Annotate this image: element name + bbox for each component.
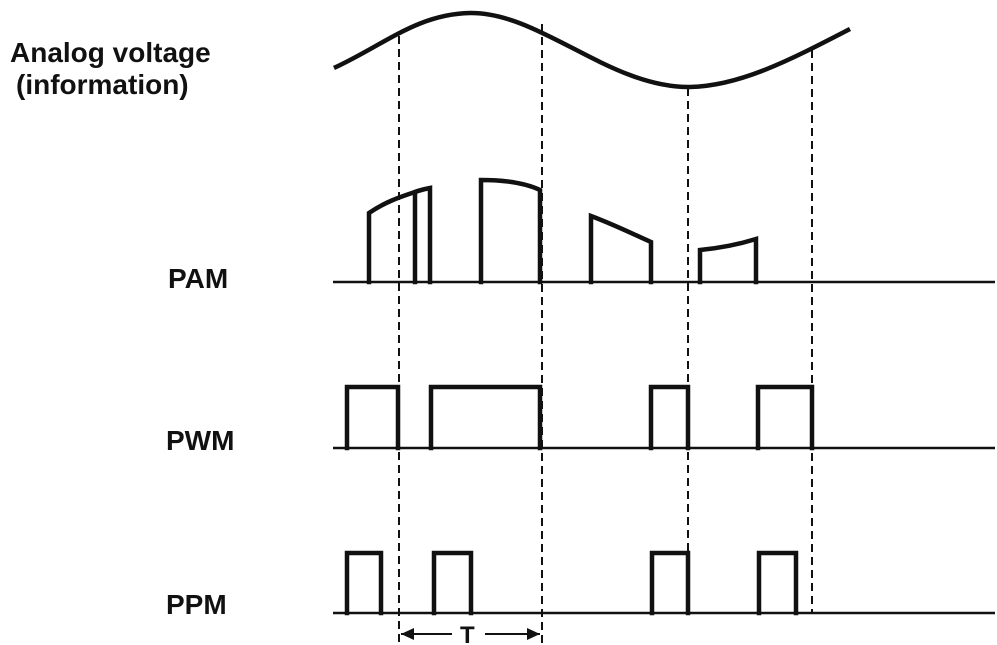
period-marker: T — [401, 622, 540, 645]
ppm-pulse-4 — [756, 550, 799, 616]
pam-pulse-5 — [697, 235, 759, 285]
pam-pulse-3 — [478, 177, 543, 285]
pwm-pulse-4 — [755, 384, 815, 451]
analog-voltage-label-line1: Analog voltage — [10, 37, 211, 68]
period-label: T — [460, 622, 475, 645]
pam-pulse-4 — [588, 212, 654, 285]
ppm-label: PPM — [166, 589, 227, 620]
pwm-pulse-3 — [648, 384, 691, 451]
pam-pulse-1 — [366, 188, 418, 285]
ppm-pulse-1 — [344, 550, 384, 616]
analog-waveform — [333, 10, 852, 90]
period-arrow-right-head — [527, 628, 540, 640]
analog-voltage-label-line2: (information) — [16, 69, 189, 100]
period-arrow-left-head — [401, 628, 414, 640]
pwm-pulse-2 — [428, 384, 543, 451]
pam-label: PAM — [168, 263, 228, 294]
ppm-pulse-3 — [649, 550, 691, 616]
ppm-pulse-2 — [431, 550, 474, 616]
pwm-label: PWM — [166, 425, 234, 456]
pam-pulse-2 — [412, 185, 433, 285]
pwm-pulse-1 — [344, 384, 401, 451]
